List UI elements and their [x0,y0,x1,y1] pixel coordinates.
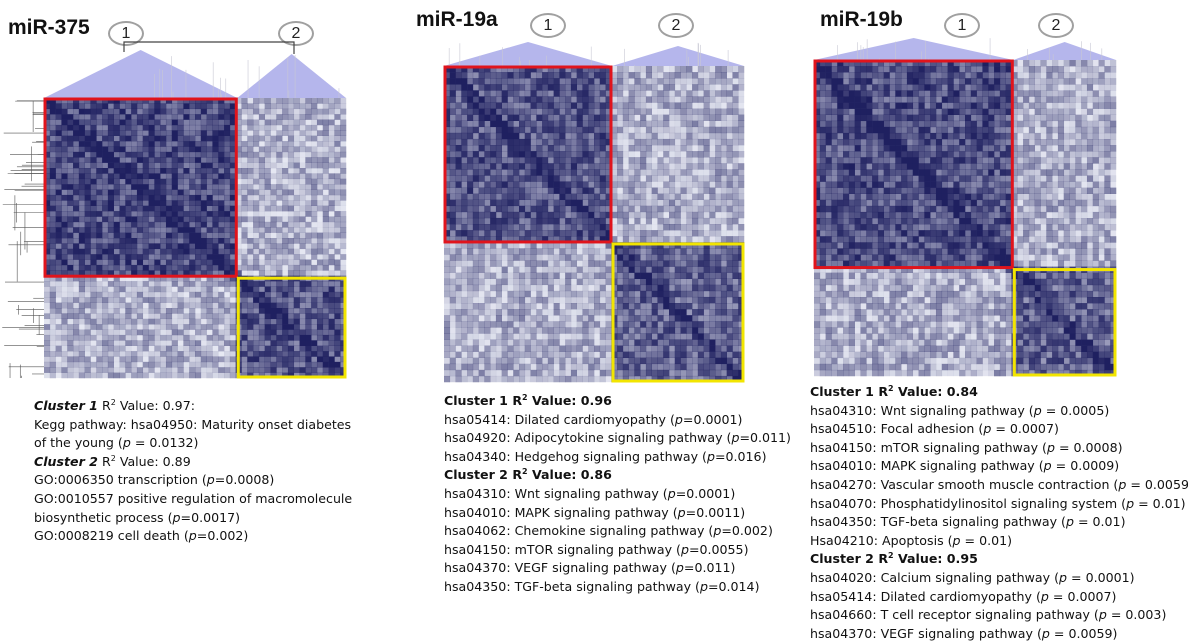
panel-title: miR-19a [416,8,498,32]
cluster-1-label: 1 [530,13,566,38]
pathway-item: hsa04150: mTOR signaling pathway (p=0.00… [444,541,791,560]
pathway-item: hsa05414: Dilated cardiomyopathy (p = 0.… [810,588,1188,607]
pathway-item: hsa04020: Calcium signaling pathway (p =… [810,569,1188,588]
clustered-heatmap [0,40,360,382]
pathway-item: hsa04310: Wnt signaling pathway (p=0.000… [444,485,791,504]
pathway-item: hsa04340: Hedgehog signaling pathway (p=… [444,448,791,467]
top-dendrogram [44,50,346,98]
cluster-annotations: Cluster 1 R2 Value: 0.97: Kegg pathway: … [34,397,352,546]
panel-mir-19a: miR-19a 1 2 Cluster 1 R2 Value: 0.96 hsa… [400,0,790,641]
pathway-item: Hsa04210: Apoptosis (p = 0.01) [810,532,1188,551]
kegg-line-1: Kegg pathway: hsa04950: Maturity onset d… [34,416,352,435]
top-dendrogram [814,38,1116,60]
panel-title: miR-375 [8,16,90,40]
cluster-1-label: 1 [944,13,980,38]
cluster-1-header: Cluster 1 R [444,393,522,408]
clustered-heatmap [804,36,1124,378]
pathway-item: hsa04350: TGF-beta signaling pathway (p … [810,513,1188,532]
heatmap-cells [444,66,744,382]
pathway-item: hsa04660: T cell receptor signaling path… [810,606,1188,625]
pathway-item: hsa04010: MAPK signaling pathway (p = 0.… [810,457,1188,476]
top-tree [124,42,294,54]
pathway-item: hsa05414: Dilated cardiomyopathy (p=0.00… [444,411,791,430]
panel-mir-375: miR-375 1 2 Cluster 1 R2 Value: 0.97: Ke… [0,0,400,641]
pathway-item: hsa04370: VEGF signaling pathway (p=0.01… [444,559,791,578]
pathway-item: hsa04310: Wnt signaling pathway (p = 0.0… [810,402,1188,421]
cluster-annotations: Cluster 1 R2 Value: 0.84 hsa04310: Wnt s… [810,383,1188,643]
pathway-item: hsa04350: TGF-beta signaling pathway (p=… [444,578,791,597]
pathway-item: hsa04010: MAPK signaling pathway (p=0.00… [444,504,791,523]
cluster-2-header: Cluster 2 [34,454,98,469]
cluster-2-header: Cluster 2 R [810,551,888,566]
top-dendrogram [444,42,744,66]
pathway-item: hsa04920: Adipocytokine signaling pathwa… [444,429,791,448]
heatmap-cells [44,98,346,378]
pathway-item: hsa04150: mTOR signaling pathway (p = 0.… [810,439,1188,458]
pathway-item: hsa04070: Phosphatidylinositol signaling… [810,495,1188,514]
panel-title: miR-19b [820,8,903,32]
clustered-heatmap [432,38,746,386]
cluster-2-label: 2 [1038,13,1074,38]
left-dendrogram [2,101,44,378]
cluster-1-header: Cluster 1 R [810,384,888,399]
pathway-item: hsa04510: Focal adhesion (p = 0.0007) [810,420,1188,439]
pathway-item: hsa04062: Chemokine signaling pathway (p… [444,522,791,541]
cluster-annotations: Cluster 1 R2 Value: 0.96 hsa05414: Dilat… [444,392,791,597]
heatmap-cells [814,60,1116,376]
panel-mir-19b: miR-19b 1 2 Cluster 1 R2 Value: 0.84 hsa… [790,0,1188,641]
cluster-2-header: Cluster 2 R [444,467,522,482]
cluster-2-label: 2 [658,13,694,38]
cluster-1-header: Cluster 1 [34,398,98,413]
pathway-item: hsa04370: VEGF signaling pathway (p = 0.… [810,625,1188,643]
pathway-item: hsa04270: Vascular smooth muscle contrac… [810,476,1188,495]
